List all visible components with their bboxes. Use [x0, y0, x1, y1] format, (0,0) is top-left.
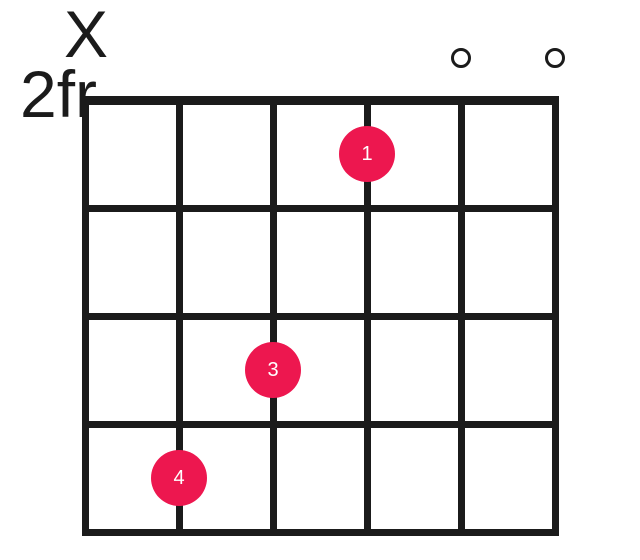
finger-dot: 4: [151, 450, 207, 506]
finger-dot: 3: [245, 342, 301, 398]
fret-line: [82, 313, 559, 320]
chord-diagram: X 2fr 134: [0, 0, 640, 560]
open-string-marker: [545, 48, 565, 68]
fret-line: [82, 421, 559, 428]
fret-line: [82, 529, 559, 536]
fret-line: [82, 96, 559, 105]
finger-dot: 1: [339, 126, 395, 182]
fret-line: [82, 205, 559, 212]
open-string-marker: [451, 48, 471, 68]
